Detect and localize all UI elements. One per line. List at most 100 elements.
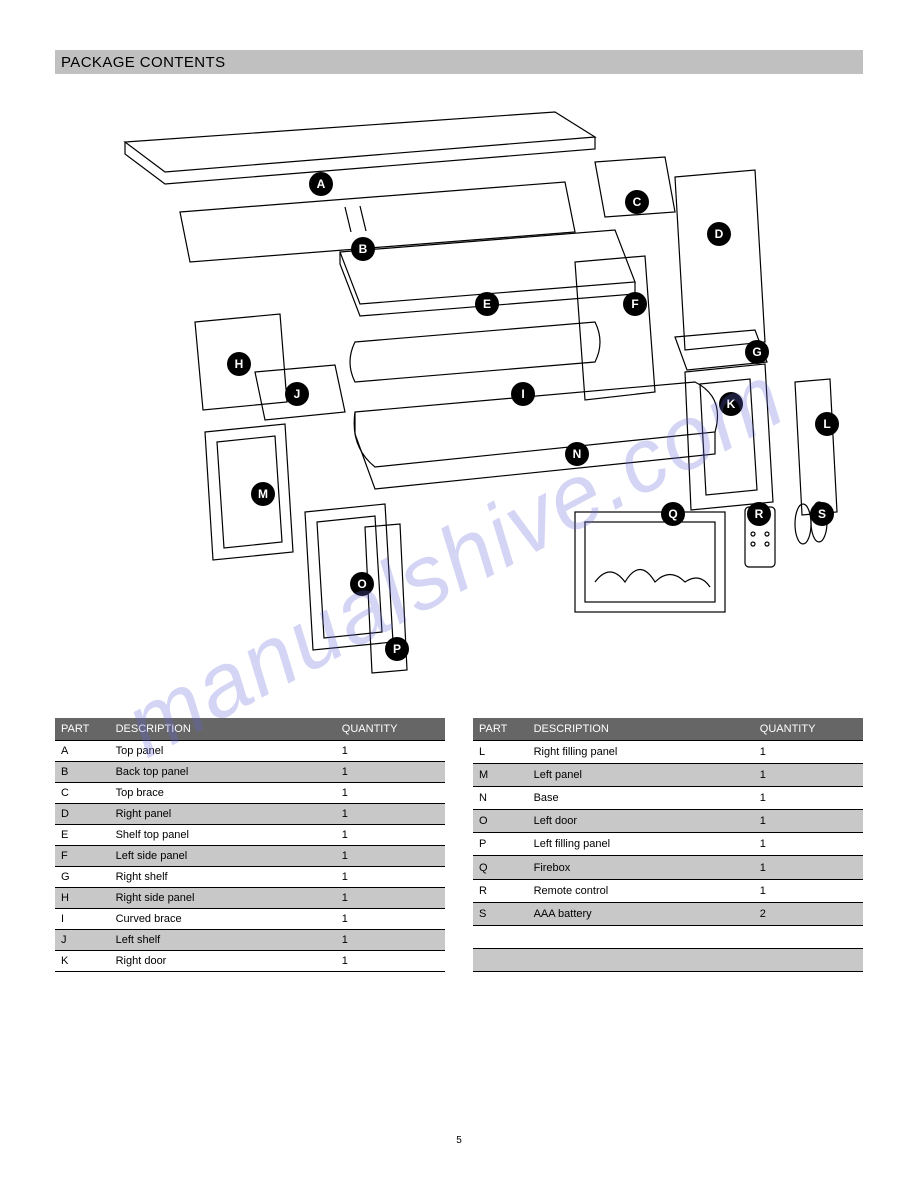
- cell-desc: Right filling panel: [528, 741, 754, 764]
- table-row: HRight side panel1: [55, 888, 445, 909]
- cell-qty: 1: [754, 810, 863, 833]
- section-title-bar: PACKAGE CONTENTS: [55, 50, 863, 74]
- callout-s: S: [810, 502, 834, 526]
- callout-m: M: [251, 482, 275, 506]
- callout-q: Q: [661, 502, 685, 526]
- cell-part: O: [473, 810, 528, 833]
- cell-desc: Right side panel: [110, 888, 336, 909]
- parts-tables: PART DESCRIPTION QUANTITY ATop panel1BBa…: [55, 718, 863, 972]
- cell-qty: 1: [336, 762, 445, 783]
- parts-illustration: [55, 82, 863, 712]
- callout-j: J: [285, 382, 309, 406]
- cell-qty: 1: [336, 888, 445, 909]
- callout-k: K: [719, 392, 743, 416]
- cell-part: M: [473, 764, 528, 787]
- cell-qty: [754, 925, 863, 948]
- table-row: DRight panel1: [55, 804, 445, 825]
- cell-desc: Right panel: [110, 804, 336, 825]
- cell-qty: [754, 948, 863, 971]
- col-header-part: PART: [55, 718, 110, 741]
- cell-part: P: [473, 833, 528, 856]
- cell-part: Q: [473, 856, 528, 879]
- callout-g: G: [745, 340, 769, 364]
- exploded-diagram: ABCDEFGHIJKLMNOPQRS: [55, 82, 863, 712]
- cell-desc: Top panel: [110, 741, 336, 762]
- cell-part: A: [55, 741, 110, 762]
- cell-part: E: [55, 825, 110, 846]
- table-row: SAAA battery2: [473, 902, 863, 925]
- table-row: [473, 948, 863, 971]
- cell-part: B: [55, 762, 110, 783]
- callout-f: F: [623, 292, 647, 316]
- table-row: MLeft panel1: [473, 764, 863, 787]
- cell-qty: 1: [754, 741, 863, 764]
- cell-desc: Left filling panel: [528, 833, 754, 856]
- col-header-desc: DESCRIPTION: [528, 718, 754, 741]
- table-row: FLeft side panel1: [55, 846, 445, 867]
- cell-part: J: [55, 930, 110, 951]
- cell-qty: 1: [336, 846, 445, 867]
- table-row: ICurved brace1: [55, 909, 445, 930]
- table-row: JLeft shelf1: [55, 930, 445, 951]
- cell-part: R: [473, 879, 528, 902]
- table-row: NBase1: [473, 787, 863, 810]
- cell-desc: Shelf top panel: [110, 825, 336, 846]
- cell-desc: [528, 925, 754, 948]
- cell-desc: [528, 948, 754, 971]
- cell-desc: Left panel: [528, 764, 754, 787]
- cell-desc: Curved brace: [110, 909, 336, 930]
- cell-desc: Firebox: [528, 856, 754, 879]
- cell-part: [473, 925, 528, 948]
- cell-part: G: [55, 867, 110, 888]
- cell-qty: 1: [754, 833, 863, 856]
- callout-l: L: [815, 412, 839, 436]
- table-row: ATop panel1: [55, 741, 445, 762]
- cell-qty: 1: [754, 879, 863, 902]
- callout-o: O: [350, 572, 374, 596]
- col-header-qty: QUANTITY: [336, 718, 445, 741]
- table-row: GRight shelf1: [55, 867, 445, 888]
- cell-qty: 1: [336, 741, 445, 762]
- cell-desc: Right door: [110, 951, 336, 972]
- table-row: RRemote control1: [473, 879, 863, 902]
- table-row: QFirebox1: [473, 856, 863, 879]
- table-row: KRight door1: [55, 951, 445, 972]
- col-header-desc: DESCRIPTION: [110, 718, 336, 741]
- cell-qty: 1: [754, 764, 863, 787]
- cell-part: K: [55, 951, 110, 972]
- callout-e: E: [475, 292, 499, 316]
- cell-desc: Remote control: [528, 879, 754, 902]
- page-number: 5: [0, 1135, 918, 1146]
- callout-c: C: [625, 190, 649, 214]
- table-row: EShelf top panel1: [55, 825, 445, 846]
- cell-part: F: [55, 846, 110, 867]
- callout-p: P: [385, 637, 409, 661]
- cell-part: N: [473, 787, 528, 810]
- table-row: [473, 925, 863, 948]
- parts-table-left: PART DESCRIPTION QUANTITY ATop panel1BBa…: [55, 718, 445, 972]
- callout-b: B: [351, 237, 375, 261]
- cell-part: C: [55, 783, 110, 804]
- cell-part: I: [55, 909, 110, 930]
- table-row: BBack top panel1: [55, 762, 445, 783]
- table-row: CTop brace1: [55, 783, 445, 804]
- cell-desc: Left door: [528, 810, 754, 833]
- cell-qty: 1: [336, 930, 445, 951]
- cell-desc: Right shelf: [110, 867, 336, 888]
- cell-desc: AAA battery: [528, 902, 754, 925]
- cell-qty: 1: [336, 804, 445, 825]
- cell-desc: Top brace: [110, 783, 336, 804]
- table-row: OLeft door1: [473, 810, 863, 833]
- cell-desc: Left shelf: [110, 930, 336, 951]
- cell-desc: Left side panel: [110, 846, 336, 867]
- cell-qty: 1: [754, 856, 863, 879]
- parts-table-right: PART DESCRIPTION QUANTITY LRight filling…: [473, 718, 863, 972]
- col-header-part: PART: [473, 718, 528, 741]
- callout-r: R: [747, 502, 771, 526]
- cell-qty: 1: [754, 787, 863, 810]
- callout-d: D: [707, 222, 731, 246]
- cell-part: D: [55, 804, 110, 825]
- callout-i: I: [511, 382, 535, 406]
- callout-n: N: [565, 442, 589, 466]
- cell-qty: 1: [336, 783, 445, 804]
